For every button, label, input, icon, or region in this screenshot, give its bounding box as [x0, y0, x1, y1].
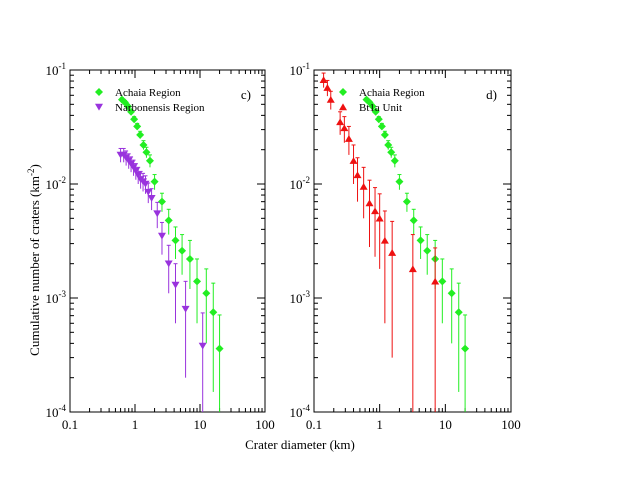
legend-marker — [95, 103, 103, 111]
data-point — [408, 265, 417, 273]
data-point — [336, 118, 345, 126]
data-point — [123, 102, 132, 111]
series-achaia — [362, 95, 470, 412]
data-point — [130, 115, 139, 124]
legend-label: Bt1a Unit — [359, 102, 402, 114]
data-point — [340, 124, 349, 132]
data-point — [181, 305, 190, 313]
data-point — [423, 246, 432, 255]
series-narbonensis — [116, 147, 207, 412]
data-point — [374, 115, 383, 124]
data-point — [395, 177, 404, 186]
plot-frame — [69, 69, 266, 413]
data-point — [371, 107, 380, 116]
y-axis-title: Cumulative number of craters (km-2) — [26, 164, 42, 356]
data-point — [171, 236, 180, 245]
data-point — [387, 148, 396, 157]
data-point — [377, 122, 386, 131]
legend-label: Narbonensis Region — [115, 102, 205, 114]
x-tick-label: 10 — [194, 417, 207, 432]
data-point — [344, 135, 353, 142]
x-tick-label: 10 — [439, 417, 452, 432]
data-point — [447, 289, 456, 298]
y-tick-label: 10-2 — [46, 175, 67, 192]
data-point — [215, 344, 224, 353]
data-point — [142, 148, 151, 157]
data-point — [368, 102, 377, 111]
y-tick-label: 10-3 — [46, 289, 67, 306]
data-point — [193, 277, 202, 286]
data-point — [147, 195, 156, 202]
legend-marker — [95, 88, 103, 96]
data-point — [438, 277, 447, 286]
x-tick-label: 0.1 — [306, 417, 322, 432]
data-point — [157, 232, 166, 240]
data-point — [416, 236, 425, 245]
data-point — [209, 308, 218, 317]
y-tick-label: 10-4 — [290, 403, 311, 420]
data-point — [380, 130, 389, 139]
panel-label: d) — [486, 87, 497, 102]
data-point — [171, 281, 180, 289]
data-point — [153, 210, 162, 218]
legend-marker — [339, 103, 347, 111]
data-point — [145, 156, 154, 165]
data-point — [461, 344, 470, 353]
data-point — [371, 207, 380, 215]
data-point — [349, 157, 358, 164]
data-point — [353, 171, 362, 179]
panel-label: c) — [241, 87, 251, 102]
y-tick-label: 10-3 — [290, 289, 311, 306]
data-point — [365, 199, 374, 207]
data-point — [157, 197, 166, 206]
y-tick-label: 10-4 — [46, 403, 67, 420]
data-point — [326, 95, 335, 103]
x-tick-label: 100 — [501, 417, 521, 432]
data-point — [164, 216, 173, 225]
data-point — [402, 197, 411, 206]
y-tick-label: 10-1 — [290, 61, 311, 78]
x-tick-label: 1 — [132, 417, 139, 432]
data-point — [454, 308, 463, 317]
data-point — [164, 260, 173, 268]
panel-d: 0.1 1 10 100 10-1 10-2 10-3 10-4 Achaia Region Bt… — [290, 61, 521, 432]
legend-label: Achaia Region — [359, 87, 425, 99]
x-tick-label: 1 — [376, 417, 383, 432]
legend-label: Achaia Region — [115, 87, 181, 99]
data-point — [150, 177, 159, 186]
data-point — [323, 84, 332, 91]
data-point — [390, 156, 399, 165]
panel-c: 0.1 1 10 100 10-1 10-2 10-3 10-4 Achaia Region Na… — [46, 61, 275, 432]
series-bt1a — [319, 72, 440, 412]
data-point — [388, 249, 397, 256]
data-point — [127, 107, 136, 116]
data-point — [359, 182, 368, 190]
data-point — [409, 216, 418, 225]
x-axis-title: Crater diameter (km) — [245, 437, 355, 452]
series-achaia — [117, 95, 224, 412]
data-point — [141, 180, 150, 188]
y-tick-label: 10-1 — [46, 61, 67, 78]
data-point — [144, 188, 153, 196]
data-point — [198, 342, 207, 350]
data-point — [319, 76, 328, 84]
legend-marker — [339, 88, 347, 96]
data-point — [133, 122, 142, 131]
x-tick-label: 100 — [255, 417, 275, 432]
data-point — [178, 246, 187, 255]
data-point — [202, 289, 211, 298]
data-point — [185, 254, 194, 263]
data-point — [380, 236, 389, 244]
data-point — [431, 277, 440, 285]
data-point — [136, 130, 145, 139]
data-point — [375, 214, 384, 222]
x-tick-label: 0.1 — [62, 417, 78, 432]
y-tick-label: 10-2 — [290, 175, 311, 192]
